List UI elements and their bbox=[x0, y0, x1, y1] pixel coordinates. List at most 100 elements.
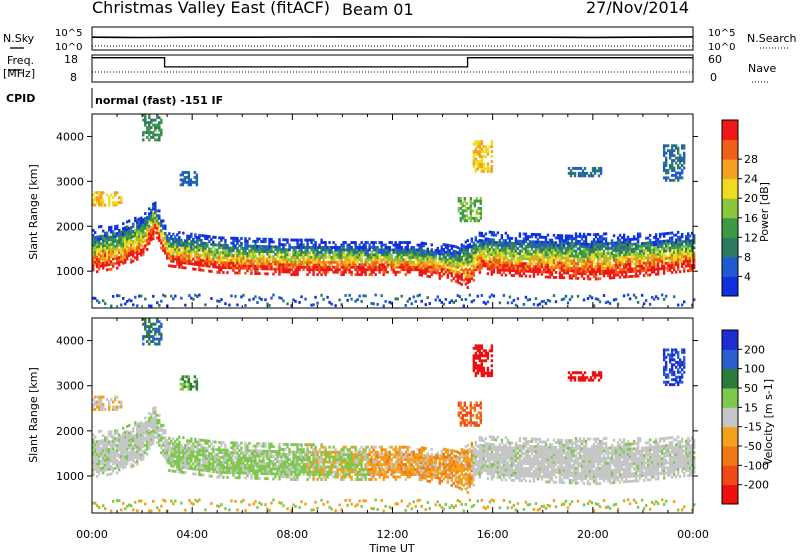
power-cell bbox=[569, 169, 573, 173]
power-cell bbox=[142, 138, 145, 142]
power-cell bbox=[270, 250, 273, 254]
power-cell bbox=[558, 276, 562, 280]
power-cell bbox=[560, 234, 564, 238]
power-cell bbox=[189, 180, 193, 184]
power-cell bbox=[406, 263, 409, 267]
velocity-cell bbox=[146, 422, 149, 426]
power-cell bbox=[216, 253, 219, 257]
velocity-cell bbox=[96, 455, 99, 459]
power-cell bbox=[312, 263, 315, 267]
power-cell bbox=[552, 258, 556, 262]
power-cell bbox=[120, 260, 123, 264]
power-cell bbox=[576, 294, 580, 298]
velocity-cell bbox=[122, 466, 125, 470]
power-cell bbox=[538, 233, 542, 237]
velocity-cell bbox=[160, 428, 163, 432]
power-cell bbox=[330, 258, 333, 262]
power-cell bbox=[608, 251, 612, 255]
power-cell bbox=[102, 229, 105, 233]
power-cell bbox=[648, 268, 652, 272]
power-cell bbox=[176, 245, 179, 249]
power-cell bbox=[382, 250, 385, 254]
power-cell bbox=[670, 253, 674, 257]
velocity-cell bbox=[92, 445, 95, 449]
power-cell bbox=[502, 241, 506, 245]
power-cell bbox=[278, 240, 281, 244]
power-cell bbox=[294, 238, 297, 242]
power-cell bbox=[604, 259, 608, 263]
power-cell bbox=[144, 131, 147, 134]
power-cell bbox=[597, 174, 601, 178]
power-cell bbox=[514, 264, 518, 268]
power-cell bbox=[142, 250, 145, 254]
power-cell bbox=[630, 245, 634, 249]
power-cell bbox=[150, 121, 153, 125]
power-cell bbox=[680, 247, 684, 251]
velocity-cell bbox=[142, 452, 145, 456]
power-cell bbox=[212, 240, 215, 244]
power-cell bbox=[192, 257, 195, 261]
power-cell bbox=[670, 166, 674, 170]
velocity-cell bbox=[92, 443, 95, 447]
power-cell bbox=[218, 258, 221, 262]
power-cell bbox=[436, 249, 439, 253]
power-cell bbox=[398, 248, 401, 252]
power-cell bbox=[126, 240, 129, 244]
power-cell bbox=[146, 248, 149, 251]
power-cell bbox=[560, 266, 564, 270]
power-cell bbox=[204, 261, 207, 265]
power-cell bbox=[466, 286, 470, 289]
power-cell bbox=[664, 254, 668, 258]
power-cell bbox=[450, 299, 453, 303]
power-cell bbox=[146, 230, 149, 234]
power-cell bbox=[102, 259, 105, 263]
power-cell bbox=[324, 260, 327, 264]
power-cell bbox=[118, 201, 121, 204]
power-cell bbox=[318, 246, 321, 249]
power-cell bbox=[536, 243, 540, 246]
power-cell bbox=[650, 270, 654, 274]
power-cell bbox=[398, 260, 401, 264]
power-cell bbox=[418, 265, 421, 269]
power-cell bbox=[192, 250, 195, 254]
velocity-cell bbox=[144, 421, 147, 425]
power-cell bbox=[482, 249, 486, 253]
power-cell bbox=[194, 245, 197, 249]
power-cell bbox=[496, 256, 500, 259]
power-cell bbox=[224, 251, 227, 255]
velocity-cell bbox=[138, 499, 141, 503]
power-cell bbox=[162, 293, 165, 297]
power-cell bbox=[118, 238, 121, 242]
power-cell bbox=[532, 265, 536, 268]
power-cell bbox=[181, 171, 185, 174]
power-cell bbox=[98, 240, 101, 244]
velocity-cell bbox=[158, 508, 161, 512]
power-cell bbox=[354, 299, 357, 303]
power-cell bbox=[486, 245, 490, 248]
velocity-cell bbox=[124, 458, 127, 462]
power-cell bbox=[658, 250, 662, 254]
velocity-cell bbox=[98, 464, 101, 468]
power-cell bbox=[474, 167, 478, 171]
power-cell bbox=[198, 293, 201, 297]
power-cell bbox=[150, 131, 153, 134]
power-cell bbox=[116, 232, 119, 235]
power-cell bbox=[226, 263, 229, 267]
velocity-cell bbox=[132, 427, 135, 431]
power-cell bbox=[632, 242, 636, 246]
power-cell bbox=[492, 255, 496, 259]
power-cell bbox=[480, 167, 484, 171]
power-cell bbox=[472, 268, 476, 272]
power-cell bbox=[452, 269, 456, 273]
power-cell bbox=[658, 255, 662, 258]
velocity-cell bbox=[120, 447, 123, 451]
power-cell bbox=[368, 258, 371, 262]
power-cell bbox=[232, 249, 235, 253]
power-cell bbox=[418, 243, 421, 247]
power-cell bbox=[98, 193, 101, 197]
power-cell bbox=[586, 260, 590, 263]
power-cell bbox=[564, 239, 568, 243]
power-cell bbox=[672, 256, 676, 259]
power-cell bbox=[478, 231, 482, 235]
power-cell bbox=[522, 272, 526, 275]
